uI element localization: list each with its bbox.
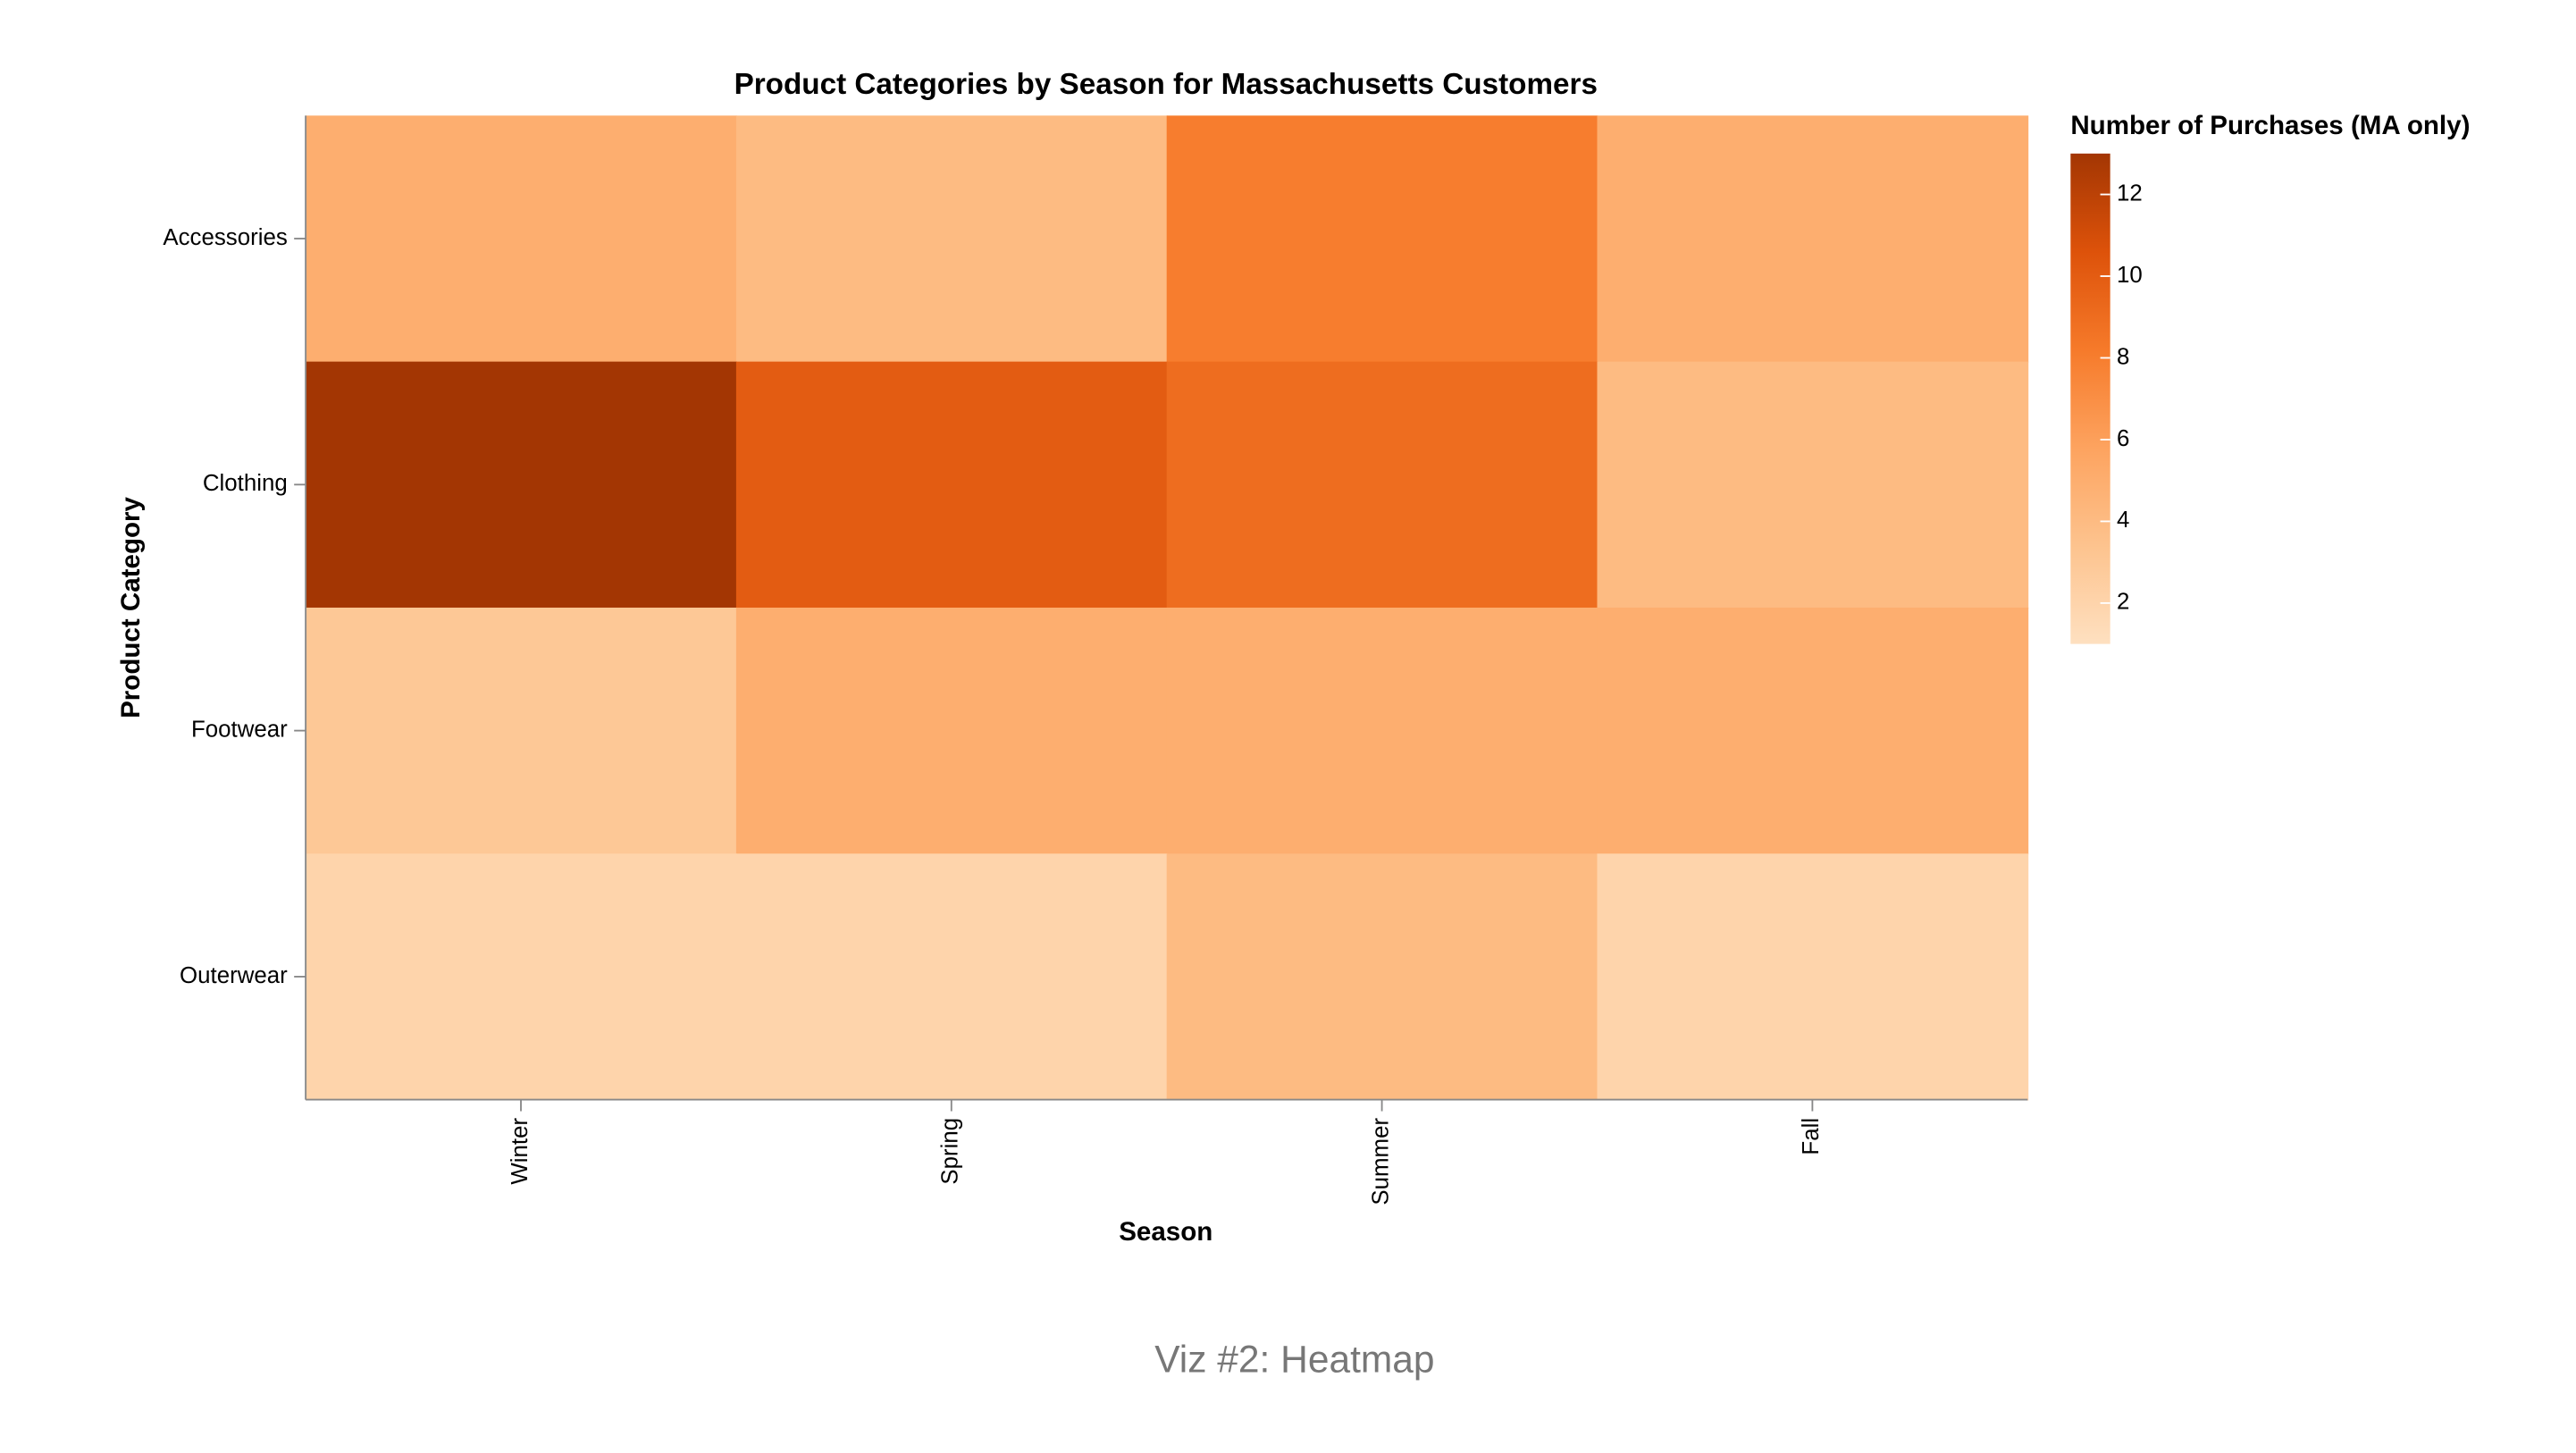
heat-cell	[735, 361, 1168, 609]
caption: Viz #2: Heatmap	[1154, 1340, 1434, 1382]
heat-cell	[735, 115, 1168, 363]
y-axis-title: Product Category	[116, 496, 146, 718]
heat-cell	[1166, 115, 1598, 363]
chart-title: Product Categories by Season for Massach…	[734, 68, 1598, 101]
legend-gradient	[2070, 153, 2110, 644]
heat-cell	[306, 607, 737, 855]
legend-tick-label: 10	[2117, 263, 2143, 288]
legend-tick-label: 6	[2117, 426, 2129, 451]
legend-tick-label: 8	[2117, 344, 2129, 369]
x-tick-label: Winter	[508, 1118, 533, 1185]
legend-tick-label: 2	[2117, 590, 2129, 615]
heat-cell	[306, 361, 737, 609]
y-tick-label: Footwear	[191, 717, 288, 742]
heat-cell	[1166, 361, 1598, 609]
y-tick-label: Accessories	[163, 225, 287, 250]
heat-cell	[735, 607, 1168, 855]
x-axis-title: Season	[1119, 1217, 1212, 1247]
heat-cell	[306, 853, 737, 1101]
heat-cell	[1166, 607, 1598, 855]
heat-cell	[306, 115, 737, 363]
heat-cell	[735, 853, 1168, 1101]
heat-cell	[1597, 115, 2029, 363]
x-tick-label: Fall	[1799, 1118, 1824, 1155]
heat-cell	[1597, 361, 2029, 609]
y-tick-label: Clothing	[203, 471, 288, 496]
y-tick-label: Outerwear	[180, 963, 288, 988]
legend-tick-label: 12	[2117, 181, 2143, 206]
heat-cell	[1166, 853, 1598, 1101]
legend-title: Number of Purchases (MA only)	[2070, 111, 2470, 140]
heat-cell	[1597, 607, 2029, 855]
x-tick-label: Summer	[1368, 1118, 1393, 1205]
legend-tick-label: 4	[2117, 508, 2129, 533]
heat-cell	[1597, 853, 2029, 1101]
x-tick-label: Spring	[938, 1118, 963, 1185]
